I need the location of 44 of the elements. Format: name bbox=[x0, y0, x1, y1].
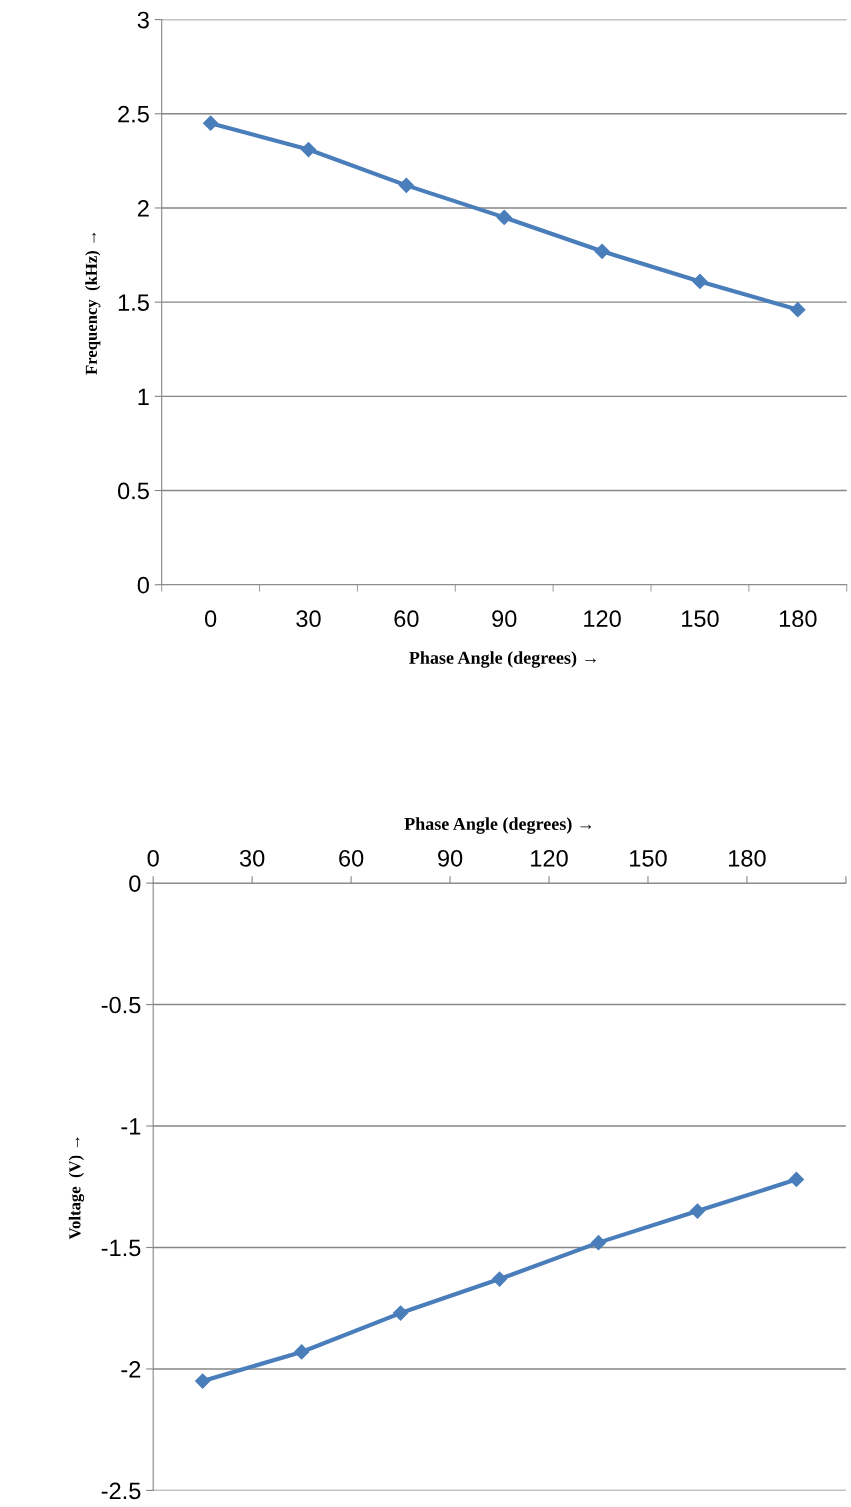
point bbox=[496, 209, 512, 225]
x-tick-label: 60 bbox=[394, 610, 419, 628]
x-tick-label: 120 bbox=[584, 610, 621, 628]
point bbox=[491, 1271, 508, 1287]
y-tick-label: 1.5 bbox=[118, 294, 149, 311]
point bbox=[790, 302, 806, 318]
y-tick-label: 3 bbox=[137, 11, 149, 29]
y-tick-label: -0.5 bbox=[101, 996, 141, 1014]
x-tick-label: 150 bbox=[630, 849, 667, 867]
x-tick-label: 30 bbox=[296, 610, 321, 628]
x-axis-title: Phase Angle (degrees) → bbox=[409, 651, 596, 668]
y-tick-label: -2.5 bbox=[101, 1482, 141, 1500]
point bbox=[393, 1305, 409, 1321]
point bbox=[692, 273, 708, 290]
x-tick-label: 30 bbox=[239, 849, 265, 867]
x-tick-label: 90 bbox=[492, 610, 517, 628]
y-axis-title: Frequency (kHz) → bbox=[85, 232, 101, 375]
point bbox=[398, 177, 414, 193]
point bbox=[195, 1373, 211, 1389]
x-tick-label: 60 bbox=[339, 849, 364, 867]
point bbox=[203, 115, 219, 131]
x-tick-label: 180 bbox=[729, 849, 766, 867]
y-axis-title: Voltage (V) → bbox=[68, 1137, 85, 1240]
y-tick-label: -1 bbox=[121, 1118, 141, 1135]
point bbox=[590, 1235, 607, 1251]
point bbox=[294, 1344, 310, 1360]
point bbox=[300, 141, 317, 158]
y-tick-label: 1 bbox=[138, 388, 149, 405]
y-tick-label: 0 bbox=[137, 576, 149, 594]
y-tick-label: 0 bbox=[129, 875, 141, 892]
x-tick-label: 150 bbox=[682, 610, 719, 628]
y-tick-label: 0.5 bbox=[117, 482, 149, 500]
point bbox=[594, 243, 610, 259]
x-tick-label: 90 bbox=[438, 849, 463, 867]
y-tick-label: 2.5 bbox=[118, 105, 149, 123]
point bbox=[788, 1171, 804, 1188]
y-tick-label: -2 bbox=[121, 1361, 141, 1378]
x-tick-label: 0 bbox=[204, 610, 217, 628]
y-tick-label: -1.5 bbox=[101, 1239, 141, 1257]
y-tick-label: 2 bbox=[137, 200, 149, 217]
x-tick-label: 180 bbox=[779, 610, 817, 628]
x-axis-title: Phase Angle (degrees) → bbox=[404, 817, 592, 834]
point bbox=[689, 1203, 706, 1219]
x-tick-label: 120 bbox=[531, 849, 568, 867]
